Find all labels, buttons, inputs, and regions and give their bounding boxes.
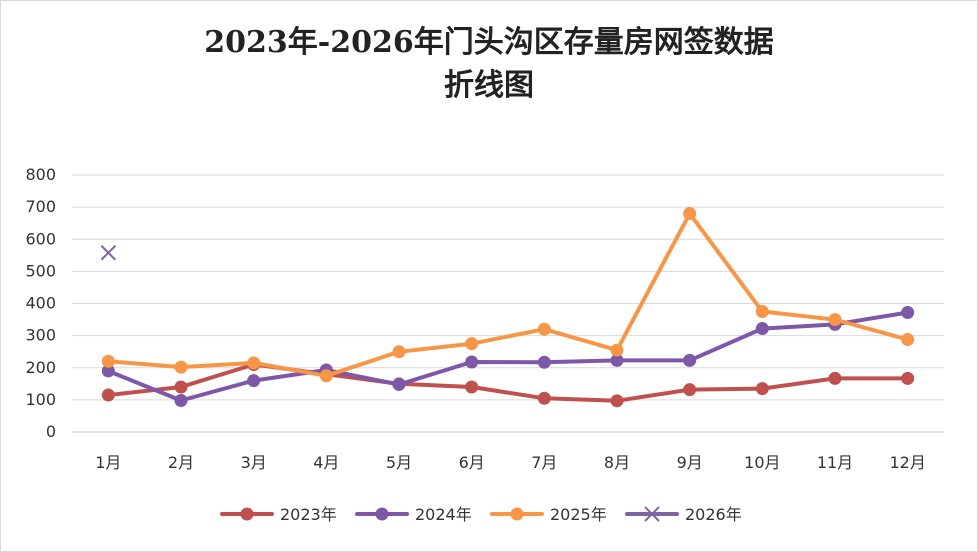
legend-label: 2026年 <box>685 505 742 524</box>
series-line <box>106 310 910 403</box>
data-point <box>392 345 406 359</box>
series-2025年 <box>101 207 915 383</box>
legend-marker <box>240 507 254 521</box>
data-point <box>537 391 551 405</box>
legend-marker <box>510 507 524 521</box>
x-tick-label: 12月 <box>889 453 925 472</box>
x-tick-label: 2月 <box>168 453 194 472</box>
x-tick-label: 7月 <box>531 453 557 472</box>
x-tick-label: 3月 <box>241 453 267 472</box>
data-point <box>174 380 188 394</box>
data-point <box>828 313 842 327</box>
chart-title: 2023年-2026年门头沟区存量房网签数据 <box>204 25 773 60</box>
data-point <box>101 354 115 368</box>
data-point <box>465 337 479 351</box>
data-point <box>101 364 115 378</box>
legend-item: 2025年 <box>490 505 607 524</box>
y-axis: 0 100 200 300 400 500 600 700 800 <box>25 165 56 441</box>
x-tick-label: 8月 <box>604 453 630 472</box>
data-point <box>247 374 261 388</box>
data-point <box>755 305 769 319</box>
legend-marker <box>375 507 389 521</box>
y-tick-label: 200 <box>25 358 56 377</box>
series-2026年 <box>100 245 117 261</box>
y-tick-label: 100 <box>25 390 56 409</box>
series-layer <box>100 207 915 408</box>
data-point <box>610 353 624 367</box>
legend-label: 2024年 <box>415 505 472 524</box>
x-tick-label: 5月 <box>386 453 412 472</box>
series-2024年 <box>101 305 915 408</box>
data-point <box>465 355 479 369</box>
data-point <box>174 394 188 408</box>
y-tick-label: 400 <box>25 294 56 313</box>
x-tick-label: 4月 <box>313 453 339 472</box>
data-point <box>828 371 842 385</box>
y-tick-label: 700 <box>25 197 56 216</box>
y-tick-label: 800 <box>25 165 56 184</box>
legend-item: 2026年 <box>625 505 742 524</box>
data-point <box>610 343 624 357</box>
data-point <box>247 356 261 370</box>
legend-label: 2023年 <box>280 505 337 524</box>
legend-marker <box>644 506 660 522</box>
x-tick-label: 6月 <box>459 453 485 472</box>
data-point <box>101 388 115 402</box>
y-tick-label: 600 <box>25 229 56 248</box>
x-tick-label: 11月 <box>817 453 853 472</box>
legend-label: 2025年 <box>550 505 607 524</box>
series-line <box>106 211 910 378</box>
y-tick-label: 0 <box>46 422 56 441</box>
gridlines <box>72 174 944 433</box>
data-point <box>683 207 697 221</box>
data-point <box>465 380 479 394</box>
data-point <box>755 382 769 396</box>
legend-item: 2024年 <box>355 505 472 524</box>
data-point <box>901 371 915 385</box>
y-tick-label: 300 <box>25 326 56 345</box>
data-point <box>537 355 551 369</box>
y-tick-label: 500 <box>25 261 56 280</box>
series-line <box>106 362 910 403</box>
data-point <box>610 394 624 408</box>
chart-title-group: 2023年-2026年门头沟区存量房网签数据 折线图 <box>204 25 773 103</box>
data-point <box>683 383 697 397</box>
data-point <box>901 305 915 319</box>
legend: 2023年 2024年 2025年 2026年 <box>220 505 742 524</box>
data-point <box>392 377 406 391</box>
x-axis: 1月 2月 3月 4月 5月 6月 7月 8月 9月 10月 11月 12月 <box>95 453 926 472</box>
data-point <box>319 369 333 383</box>
legend-item: 2023年 <box>220 505 337 524</box>
data-point <box>755 322 769 336</box>
x-tick-label: 10月 <box>744 453 780 472</box>
data-point <box>174 360 188 374</box>
data-point <box>537 322 551 336</box>
x-tick-label: 1月 <box>95 453 121 472</box>
x-tick-label: 9月 <box>677 453 703 472</box>
data-point <box>683 353 697 367</box>
data-point <box>901 332 915 346</box>
data-point <box>100 245 117 261</box>
chart-subtitle: 折线图 <box>444 68 534 103</box>
